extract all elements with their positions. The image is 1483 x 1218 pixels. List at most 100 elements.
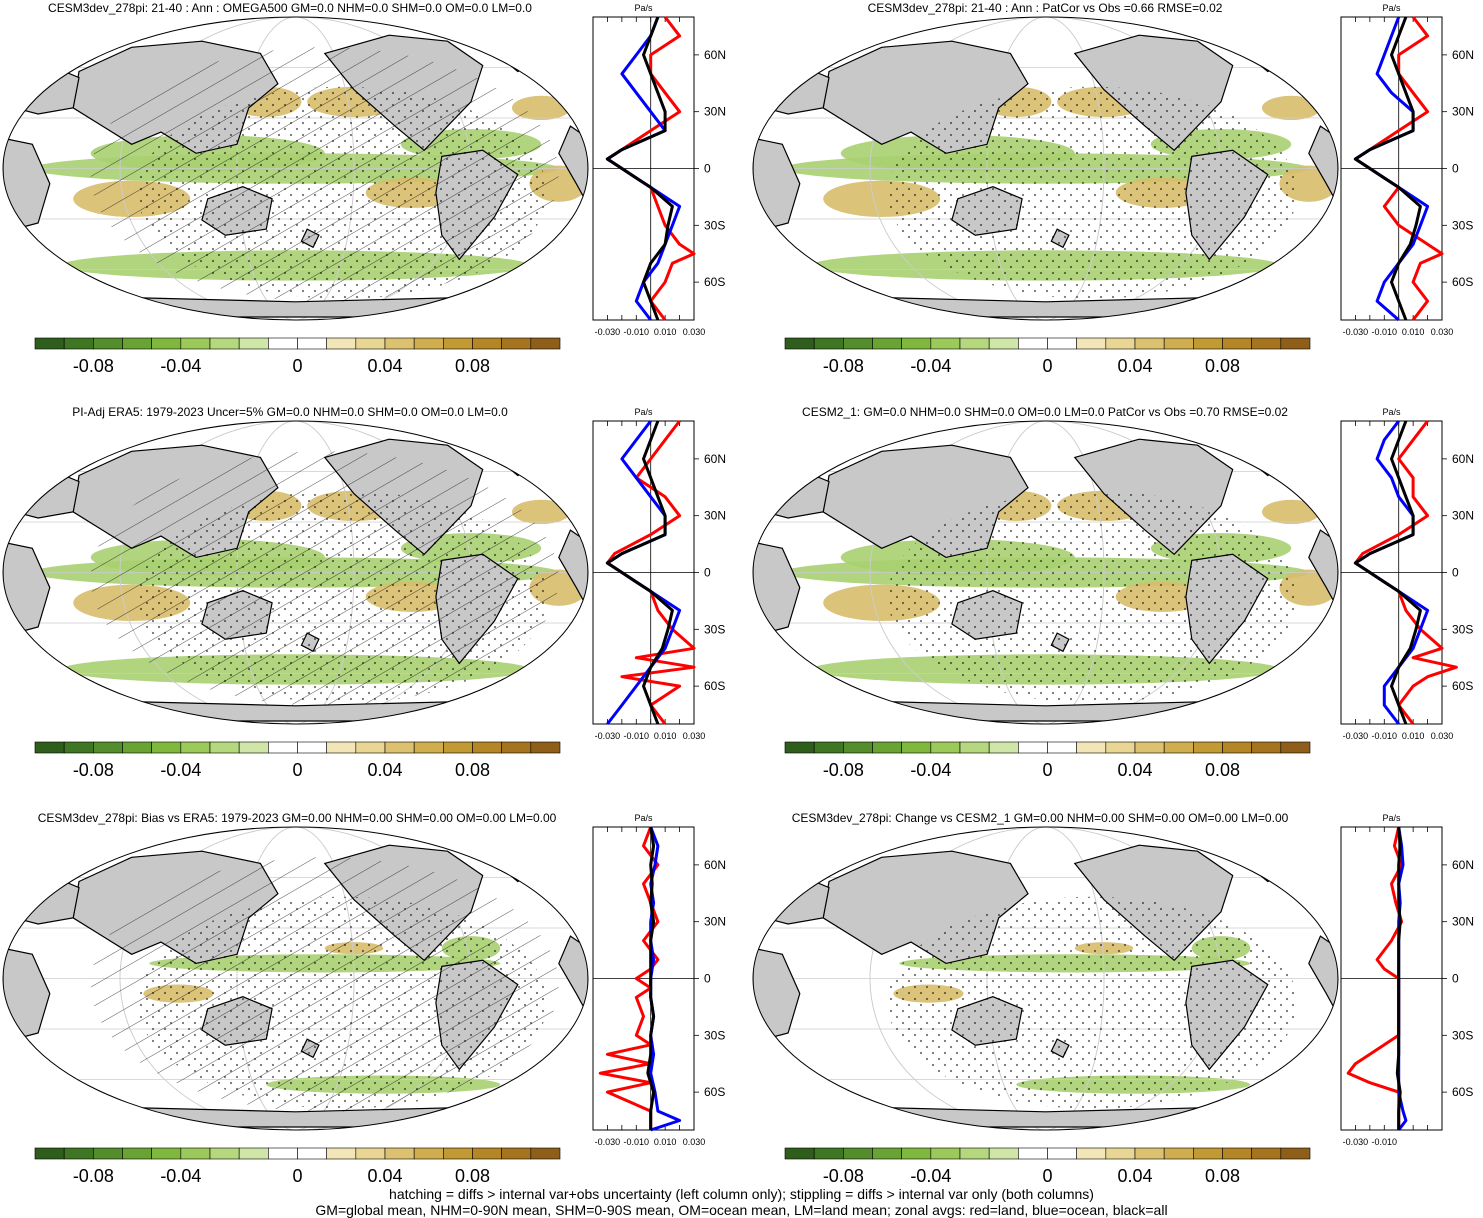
colorbar-swatch [443,1147,473,1160]
colorbar-swatch [501,337,532,350]
lat-tick-label: 30S [704,622,725,636]
colorbar-swatch [34,337,65,350]
colorbar-swatch [501,1147,532,1160]
hatching-region [90,47,559,302]
colorbar-swatch [843,337,873,350]
colorbar-swatch [63,1147,94,1160]
colorbar-swatch [63,741,94,754]
zonal-x-tick-label: 0.010 [654,1137,677,1147]
colorbar-tick-label: 0.04 [367,1166,402,1186]
colorbar-swatch [1134,741,1165,754]
colorbar-swatch [1134,337,1165,350]
colorbar-tick-label: 0.04 [367,356,402,376]
colorbar-tick-label: -0.04 [160,760,201,780]
colorbar-tick-label: 0 [1042,1166,1052,1186]
colorbar-swatch [988,741,1019,754]
map [753,827,1338,1130]
colorbar-tick-label: -0.08 [823,1166,864,1186]
lat-tick-label: 30S [1452,1028,1473,1042]
stippling-region [887,490,1298,703]
colorbar: -0.08 -0.04 0 0.04 0.08 [34,337,561,376]
zonal-series-line [1353,16,1422,321]
zonal-x-tick-label: -0.030 [595,327,621,337]
colorbar-swatch [34,1147,65,1160]
colorbar-swatch [1251,741,1282,754]
colorbar-swatch [1018,1147,1048,1160]
colorbar-swatch [1134,1147,1165,1160]
colorbar-tick-label: 0.08 [1205,1166,1240,1186]
colorbar-swatch [1193,337,1223,350]
colorbar-swatch [93,1147,123,1160]
zonal-x-tick-label: 0.030 [1431,327,1454,337]
colorbar-swatch [180,337,211,350]
map [3,421,588,724]
map-border [2,826,589,1131]
colorbar-swatch [355,741,386,754]
colorbar-tick-label: -0.04 [910,356,951,376]
colorbar-swatch [813,337,844,350]
colorbar-swatch [297,337,327,350]
colorbar-tick-label: 0.04 [1117,760,1152,780]
colorbar-swatch [1163,741,1194,754]
panel-title: CESM3dev_278pi: Bias vs ERA5: 1979-2023 … [38,811,557,825]
colorbar-swatch [988,337,1019,350]
colorbar-tick-label: 0.08 [455,1166,490,1186]
colorbar: -0.08 -0.04 0 0.04 0.08 [784,337,1311,376]
colorbar-swatch [238,741,269,754]
zonal-x-tick-label: 0.030 [1431,731,1454,741]
panel-6: CESM3dev_278pi: Change vs CESM2_1 GM=0.0… [752,811,1474,1186]
colorbar-swatch [530,337,561,350]
colorbar-swatch [238,337,269,350]
colorbar-swatch [1076,1147,1107,1160]
colorbar-swatch [122,1147,152,1160]
lat-tick-label: 30S [704,1028,725,1042]
colorbar-swatch [843,741,873,754]
colorbar-swatch [1047,337,1077,350]
colorbar-swatch [901,1147,932,1160]
colorbar-tick-label: 0.08 [1205,760,1240,780]
colorbar-tick-label: -0.04 [910,1166,951,1186]
colorbar-swatch [1076,741,1107,754]
colorbar-swatch [413,337,444,350]
colorbar-swatch [1280,337,1311,350]
colorbar-swatch [901,741,932,754]
continent-africa [3,541,51,634]
lat-tick-label: 60N [1452,48,1474,62]
colorbar-swatch [384,741,415,754]
colorbar-swatch [297,1147,327,1160]
colorbar-swatch [209,1147,240,1160]
hatching-region [90,857,559,1112]
colorbar-swatch [34,741,65,754]
zonal-x-tick-label: 0.010 [1402,327,1425,337]
lat-tick-label: 0 [1452,162,1459,176]
colorbar-swatch [930,337,961,350]
colorbar-tick-label: 0 [292,760,302,780]
panel-1: CESM3dev_278pi: 21-40 : Ann : OMEGA500 G… [2,1,726,376]
colorbar-swatch [1222,1147,1252,1160]
zonal-units: Pa/s [1382,3,1401,13]
continent-africa [753,137,801,230]
colorbar: -0.08 -0.04 0 0.04 0.08 [34,1147,561,1186]
brown-anomaly-region [1261,499,1321,525]
colorbar-swatch [1251,337,1282,350]
colorbar-swatch [180,741,211,754]
brown-anomaly-region [1261,95,1321,121]
zonal-x-tick-label: -0.030 [1343,731,1369,741]
zonal-units: Pa/s [634,813,653,823]
panel-title: CESM3dev_278pi: 21-40 : Ann : PatCor vs … [868,1,1223,15]
zonal-units: Pa/s [1382,407,1401,417]
colorbar-swatch [1047,741,1077,754]
colorbar-swatch [238,1147,269,1160]
zonal-x-tick-label: -0.010 [624,731,650,741]
colorbar-tick-label: -0.08 [823,760,864,780]
colorbar-swatch [1018,337,1048,350]
zonal-x-tick-label: 0.010 [654,731,677,741]
colorbar-swatch [472,1147,502,1160]
colorbar-tick-label: -0.08 [73,356,114,376]
colorbar-swatch [988,1147,1019,1160]
colorbar-swatch [413,1147,444,1160]
colorbar-tick-label: -0.04 [160,356,201,376]
lat-tick-label: 0 [704,162,711,176]
colorbar-swatch [151,1147,182,1160]
colorbar-swatch [1105,1147,1136,1160]
